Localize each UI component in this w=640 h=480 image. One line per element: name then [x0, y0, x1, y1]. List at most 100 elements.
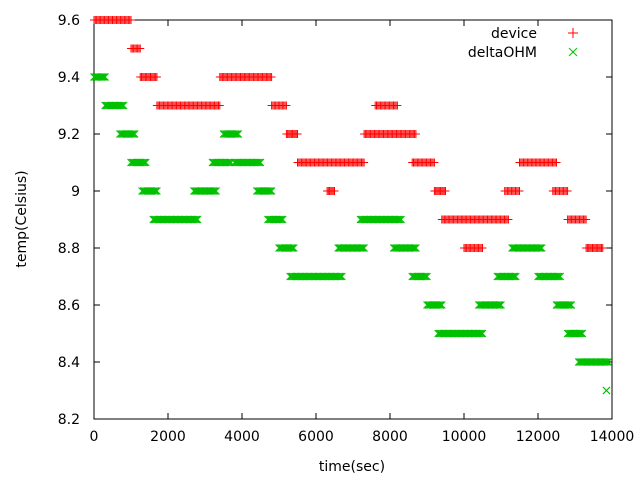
data-point — [494, 301, 503, 309]
data-point — [98, 73, 107, 81]
data-point — [233, 130, 241, 138]
x-tick-label: 10000 — [442, 429, 487, 445]
data-point — [212, 187, 220, 195]
data-point — [360, 158, 369, 167]
data-point — [267, 73, 276, 81]
y-tick-label: 9.4 — [58, 70, 80, 86]
data-point — [535, 244, 543, 252]
data-point — [256, 158, 265, 167]
y-tick-label: 8.6 — [58, 298, 80, 314]
data-point — [129, 130, 138, 138]
data-point — [100, 73, 108, 81]
data-point — [289, 244, 298, 252]
y-tick-label: 8.4 — [58, 355, 80, 371]
data-point — [412, 244, 420, 252]
data-point — [553, 272, 562, 281]
data-point — [189, 215, 198, 224]
x-axis-label: time(sec) — [319, 459, 385, 475]
data-point — [127, 16, 135, 24]
data-point — [577, 329, 585, 338]
legend-marker-deltaohm — [568, 47, 578, 57]
data-point — [410, 244, 419, 252]
x-tick-label: 14000 — [590, 429, 635, 445]
x-tick-label: 12000 — [516, 429, 561, 445]
x-tick-label: 6000 — [298, 429, 334, 445]
plot-area — [93, 19, 613, 420]
data-point — [393, 101, 402, 110]
data-point — [478, 329, 487, 338]
data-point — [394, 215, 403, 224]
axis-ticks: 0 2000 4000 6000 8000 10000 12000 14000 8.2 8.4 8.… — [58, 13, 635, 445]
y-tick-label: 9.6 — [58, 13, 80, 29]
data-point — [153, 187, 161, 195]
data-point — [255, 158, 264, 167]
data-point — [603, 358, 611, 366]
data-point — [602, 386, 611, 395]
data-point — [598, 244, 607, 252]
data-point — [556, 272, 565, 281]
data-point — [397, 215, 405, 224]
series-deltaohm — [90, 73, 613, 395]
y-tick-label: 9 — [71, 184, 80, 200]
data-point — [254, 158, 262, 167]
data-point — [215, 101, 224, 110]
data-point — [277, 215, 286, 224]
data-point — [210, 187, 219, 195]
data-point — [287, 244, 295, 252]
data-point — [564, 301, 573, 309]
data-point — [288, 244, 297, 252]
data-point — [567, 301, 576, 309]
data-point — [476, 329, 484, 338]
data-point — [140, 158, 149, 167]
data-point — [474, 329, 483, 338]
data-point — [191, 215, 199, 224]
data-point — [150, 187, 159, 195]
data-point — [192, 215, 201, 224]
data-point — [141, 158, 150, 167]
data-point — [338, 272, 346, 281]
data-point — [330, 187, 339, 195]
data-point — [231, 130, 240, 138]
data-point — [117, 101, 125, 110]
data-point — [420, 272, 429, 281]
y-tick-label: 8.8 — [58, 241, 80, 257]
data-point — [136, 44, 145, 53]
data-point — [566, 301, 574, 309]
legend-marker-device — [568, 28, 578, 38]
data-point — [509, 272, 518, 281]
data-point — [515, 187, 524, 195]
data-point — [265, 187, 273, 195]
data-point — [435, 301, 443, 309]
legend-label-deltaohm: deltaOHM — [468, 45, 537, 61]
data-point — [278, 215, 287, 224]
data-point — [511, 272, 520, 281]
data-point — [436, 301, 445, 309]
data-point — [128, 130, 136, 138]
data-point — [504, 215, 513, 224]
data-point — [360, 244, 368, 252]
data-point — [118, 101, 127, 110]
data-point — [601, 358, 610, 366]
data-point — [408, 244, 416, 252]
x-tick-label: 4000 — [224, 429, 260, 445]
data-point — [139, 158, 147, 167]
data-point — [282, 101, 291, 110]
data-points — [90, 16, 613, 395]
data-point — [234, 130, 243, 138]
x-tick-label: 8000 — [372, 429, 408, 445]
data-point — [430, 158, 439, 167]
data-point — [152, 73, 161, 81]
legend: device deltaOHM — [468, 26, 578, 61]
data-point — [209, 187, 218, 195]
data-point — [421, 272, 430, 281]
data-point — [493, 301, 501, 309]
data-point — [334, 272, 342, 281]
data-point — [423, 272, 431, 281]
data-point — [437, 301, 446, 309]
data-point — [555, 272, 563, 281]
data-point — [552, 272, 561, 281]
data-point — [119, 101, 128, 110]
data-point — [497, 301, 505, 309]
data-point — [101, 73, 109, 81]
